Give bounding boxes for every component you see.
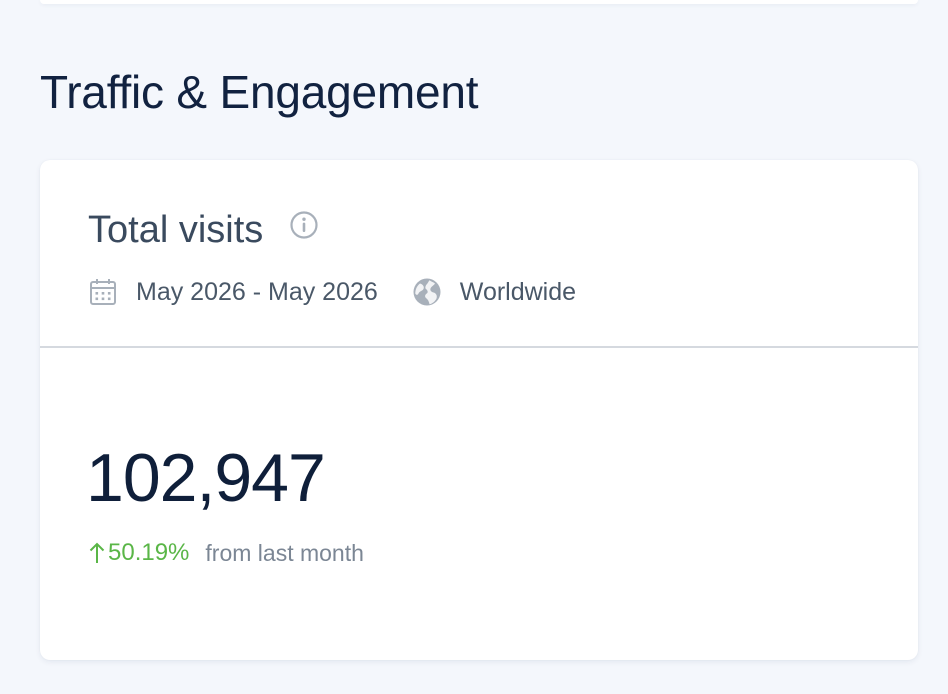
- card-title-row: Total visits: [88, 206, 319, 254]
- card-title: Total visits: [88, 209, 264, 251]
- change-percent: 50.19%: [108, 539, 190, 566]
- card-header: Total visits: [40, 160, 918, 348]
- region-label: Worldwide: [459, 278, 577, 306]
- change-period-label: from last month: [205, 540, 364, 566]
- top-panel-edge: [40, 0, 918, 4]
- date-range-label: May 2026 - May 2026: [136, 278, 378, 306]
- section-title: Traffic & Engagement: [40, 66, 479, 118]
- calendar-icon: [88, 277, 118, 307]
- change-indicator: 50.19% from last month: [88, 536, 364, 570]
- total-visits-card: Total visits: [40, 160, 918, 660]
- info-icon[interactable]: [289, 210, 319, 240]
- globe-icon: [412, 277, 442, 307]
- arrow-up-icon: [88, 540, 106, 566]
- card-meta-row: May 2026 - May 2026 Worldwide: [88, 274, 576, 310]
- total-visits-value: 102,947: [86, 440, 326, 516]
